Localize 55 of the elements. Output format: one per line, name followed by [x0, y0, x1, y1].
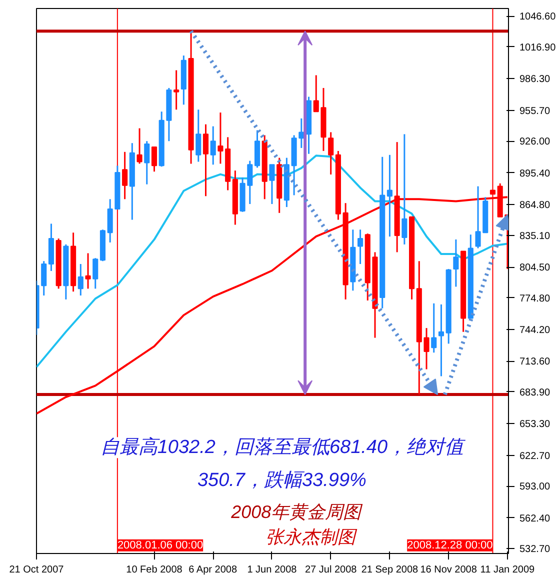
y-tick-label: 593.00: [520, 482, 551, 493]
y-tick-label: 683.90: [520, 387, 551, 398]
line-series: [36, 154, 508, 368]
x-tick-label: 21 Sep 2008: [361, 564, 419, 576]
ref-line-label: 2008.01.06 00:00: [117, 539, 204, 552]
y-tick-label: 744.20: [520, 324, 551, 336]
candlestick: [431, 302, 437, 354]
candlestick: [122, 151, 128, 200]
candlestick: [210, 126, 216, 166]
x-tick-label: 11 Jan 2009: [480, 564, 536, 576]
candlestick: [402, 133, 408, 246]
candlestick: [298, 118, 304, 149]
annotation: 350.7，跌幅33.99%: [197, 470, 367, 491]
candlestick: [151, 146, 158, 172]
candlestick: [269, 164, 275, 205]
y-tick-label: 653.30: [520, 419, 551, 430]
y-tick-label: 562.40: [520, 513, 551, 524]
y-tick-label: 804.50: [520, 262, 551, 274]
candlestick: [328, 131, 334, 176]
y-tick-label: 955.70: [520, 106, 551, 117]
candlestick: [144, 140, 150, 186]
candlestick: [92, 257, 98, 290]
y-tick-label: 1016.90: [520, 42, 556, 54]
y-tick-label: 895.40: [520, 168, 551, 180]
x-tick-label: 27 Jul 2008: [304, 564, 358, 576]
annotation: 张永杰制图: [265, 526, 358, 547]
y-tick-label: 713.60: [520, 356, 551, 368]
candlestick: [438, 304, 444, 377]
candlestick: [357, 228, 364, 265]
y-tick-label: 774.80: [520, 293, 551, 304]
ref-line-label: 2008.12.28 00:00: [407, 539, 493, 552]
candlestick: [136, 128, 142, 164]
x-tick-label: 6 Apr 2008: [188, 564, 238, 576]
x-tick-label: 1 Jun 2008: [247, 564, 298, 576]
candlestick: [196, 108, 202, 162]
y-tick-label: 864.80: [520, 200, 551, 212]
candlestick: [386, 154, 392, 238]
y-tick-label: 926.00: [520, 136, 551, 148]
candlestick: [174, 70, 180, 110]
y-tick-label: 622.70: [520, 450, 551, 462]
x-tick-label: 21 Oct 2007: [9, 564, 64, 576]
annotation: 自最高1032.2，回落至最低681.40，绝对值: [100, 436, 466, 458]
candlestick: [218, 112, 224, 164]
annotation: 2008年黄金周图: [230, 502, 364, 522]
candlestick: [78, 263, 84, 296]
x-tick-label: 16 Nov 2008: [420, 564, 478, 576]
y-tick-label: 986.30: [520, 74, 551, 86]
candlestick: [453, 238, 459, 288]
candlestick: [202, 124, 209, 197]
y-tick-label: 835.10: [520, 230, 551, 242]
y-tick-label: 532.70: [520, 544, 551, 556]
candlestick: [85, 252, 91, 290]
x-tick-label: 10 Feb 2008: [126, 564, 183, 576]
y-tick-label: 1046.60: [520, 12, 556, 23]
candlestick: [107, 198, 113, 244]
